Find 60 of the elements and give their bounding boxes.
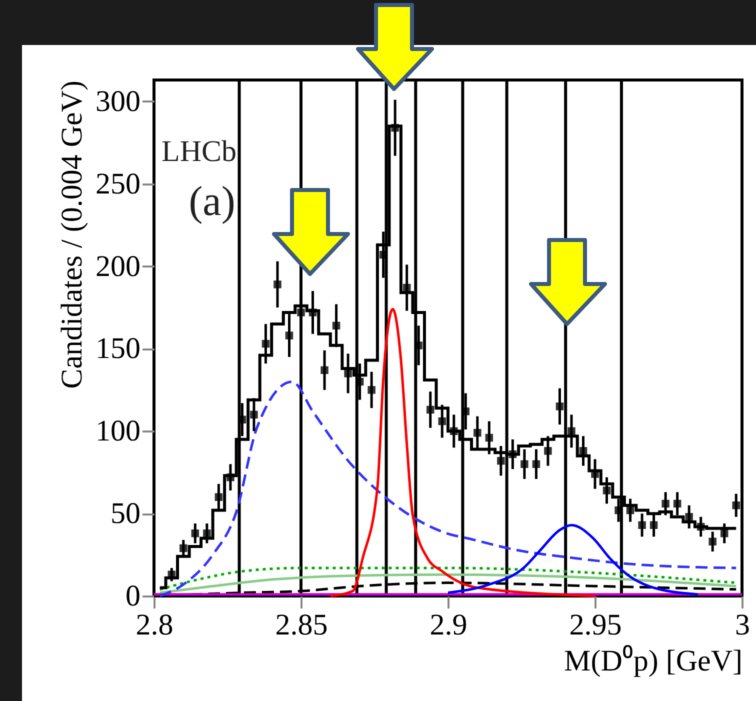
point bbox=[685, 512, 693, 521]
point bbox=[203, 529, 211, 538]
point bbox=[368, 386, 376, 394]
point bbox=[180, 544, 188, 552]
point bbox=[450, 427, 458, 436]
point bbox=[344, 370, 352, 378]
x-tick-label: 2.85 bbox=[275, 608, 328, 642]
point bbox=[638, 521, 646, 529]
point bbox=[508, 450, 517, 458]
x-tick-label: 2.9 bbox=[430, 608, 468, 642]
point bbox=[720, 529, 728, 538]
y-tick-label: 300 bbox=[96, 84, 140, 118]
y-tick-label: 250 bbox=[96, 167, 140, 200]
line-series bbox=[158, 380, 738, 598]
x-tick-label: 3 bbox=[735, 608, 750, 642]
point bbox=[285, 332, 294, 340]
y-tick-label: 100 bbox=[96, 414, 140, 448]
point bbox=[402, 284, 411, 292]
point bbox=[556, 402, 564, 410]
point bbox=[214, 493, 223, 501]
point bbox=[426, 406, 434, 414]
point bbox=[532, 460, 540, 468]
x-tick-label: 2.95 bbox=[569, 608, 622, 642]
line-series bbox=[158, 573, 738, 594]
point bbox=[602, 486, 611, 494]
y-tick-label: 200 bbox=[96, 250, 140, 283]
annotation: (a) bbox=[188, 179, 236, 225]
point bbox=[650, 521, 658, 529]
y-tick-label: 50 bbox=[110, 497, 140, 530]
point bbox=[708, 538, 716, 546]
point bbox=[320, 366, 328, 374]
point bbox=[626, 506, 634, 514]
point bbox=[673, 500, 682, 508]
point bbox=[696, 522, 705, 531]
point bbox=[544, 447, 552, 455]
point bbox=[274, 280, 282, 288]
line-series bbox=[446, 524, 700, 596]
point bbox=[191, 529, 200, 538]
point bbox=[262, 340, 270, 348]
point bbox=[732, 501, 740, 510]
point bbox=[250, 410, 258, 419]
point bbox=[662, 500, 670, 508]
point bbox=[297, 308, 305, 316]
point bbox=[226, 473, 234, 482]
line-series bbox=[329, 308, 596, 598]
x-axis-title: M(D⁰p) [GeV] bbox=[564, 644, 742, 678]
point bbox=[568, 427, 576, 436]
y-tick-label: 150 bbox=[96, 332, 140, 366]
point bbox=[579, 447, 588, 455]
y-axis-title: Candidates / (0.004 GeV) bbox=[56, 80, 88, 389]
point bbox=[485, 434, 494, 442]
point bbox=[332, 322, 340, 330]
point bbox=[391, 124, 399, 132]
point bbox=[474, 428, 482, 437]
point bbox=[308, 308, 317, 316]
point bbox=[438, 417, 446, 426]
point bbox=[497, 456, 505, 465]
point bbox=[520, 460, 528, 468]
annotation: LHCb bbox=[162, 135, 236, 168]
line-series bbox=[158, 566, 738, 591]
